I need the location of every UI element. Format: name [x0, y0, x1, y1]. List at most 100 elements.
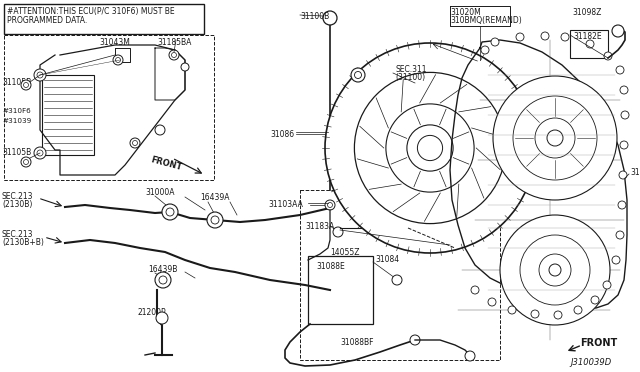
Circle shape	[618, 201, 626, 209]
Text: 31080: 31080	[375, 220, 399, 229]
Circle shape	[586, 40, 594, 48]
Bar	[300, 190, 500, 360]
Circle shape	[325, 43, 535, 253]
Text: 31183A: 31183A	[305, 222, 334, 231]
Circle shape	[21, 157, 31, 167]
Text: 31182E: 31182E	[573, 32, 602, 41]
Circle shape	[561, 33, 569, 41]
Circle shape	[481, 46, 489, 54]
Circle shape	[407, 125, 453, 171]
Circle shape	[417, 135, 443, 161]
Text: 31098Z: 31098Z	[572, 8, 602, 17]
Text: (2130B): (2130B)	[2, 200, 33, 209]
Text: 31088E: 31088E	[316, 262, 345, 271]
Circle shape	[531, 310, 539, 318]
Circle shape	[488, 298, 496, 306]
Circle shape	[37, 72, 43, 78]
Text: 31185BA: 31185BA	[158, 38, 192, 47]
Circle shape	[37, 150, 43, 156]
Circle shape	[471, 286, 479, 294]
Bar	[308, 256, 373, 324]
Text: J310039D: J310039D	[570, 358, 611, 367]
Circle shape	[207, 212, 223, 228]
Circle shape	[549, 264, 561, 276]
Circle shape	[24, 83, 29, 87]
Circle shape	[591, 296, 599, 304]
Text: (31100): (31100)	[395, 73, 425, 82]
Circle shape	[616, 231, 624, 239]
Circle shape	[500, 215, 610, 325]
Text: FRONT: FRONT	[580, 338, 617, 348]
Circle shape	[323, 11, 337, 25]
Circle shape	[539, 254, 571, 286]
Circle shape	[159, 276, 167, 284]
Bar	[4, 35, 214, 180]
Text: 31188A: 31188A	[630, 168, 640, 177]
Text: 31088BF: 31088BF	[340, 338, 374, 347]
Circle shape	[516, 33, 524, 41]
Text: SEC.213: SEC.213	[2, 230, 33, 239]
Text: 16439B: 16439B	[148, 265, 177, 274]
Circle shape	[333, 227, 343, 237]
Text: 31043M: 31043M	[100, 38, 131, 47]
Text: 31100B: 31100B	[300, 12, 329, 21]
Circle shape	[132, 141, 138, 145]
Circle shape	[34, 69, 46, 81]
Circle shape	[355, 73, 506, 224]
Circle shape	[351, 68, 365, 82]
Circle shape	[616, 66, 624, 74]
Text: 31105B: 31105B	[2, 148, 31, 157]
Circle shape	[612, 256, 620, 264]
Circle shape	[620, 141, 628, 149]
Circle shape	[604, 52, 612, 60]
Circle shape	[465, 351, 475, 361]
Circle shape	[493, 76, 617, 200]
Text: #310F6: #310F6	[2, 108, 31, 114]
Text: PROGRAMMED DATA.: PROGRAMMED DATA.	[7, 16, 87, 25]
Text: #31039: #31039	[2, 118, 31, 124]
Circle shape	[535, 118, 575, 158]
Text: 31000A: 31000A	[145, 188, 175, 197]
Circle shape	[620, 86, 628, 94]
Circle shape	[392, 275, 402, 285]
Circle shape	[541, 32, 549, 40]
Circle shape	[508, 306, 516, 314]
Circle shape	[520, 235, 590, 305]
Text: FRONT: FRONT	[150, 155, 183, 172]
Circle shape	[547, 130, 563, 146]
Text: 31020M: 31020M	[450, 8, 481, 17]
Text: 14055Z: 14055Z	[330, 248, 360, 257]
Bar	[570, 30, 608, 58]
Circle shape	[115, 58, 120, 62]
Text: 31103AA: 31103AA	[268, 200, 303, 209]
Circle shape	[328, 202, 333, 208]
Circle shape	[21, 80, 31, 90]
Circle shape	[355, 71, 362, 78]
Circle shape	[155, 272, 171, 288]
Circle shape	[619, 171, 627, 179]
Circle shape	[603, 281, 611, 289]
Circle shape	[410, 335, 420, 345]
Circle shape	[169, 50, 179, 60]
Text: 16439A: 16439A	[200, 193, 230, 202]
Bar	[4, 4, 204, 34]
Circle shape	[155, 125, 165, 135]
Text: (2130B+B): (2130B+B)	[2, 238, 44, 247]
Circle shape	[491, 38, 499, 46]
Circle shape	[621, 111, 629, 119]
Circle shape	[34, 147, 46, 159]
Text: 310BMQ(REMAND): 310BMQ(REMAND)	[450, 16, 522, 25]
Circle shape	[386, 104, 474, 192]
Circle shape	[113, 55, 123, 65]
Circle shape	[325, 200, 335, 210]
Circle shape	[172, 52, 177, 58]
Text: SEC.213: SEC.213	[2, 192, 33, 201]
Circle shape	[24, 160, 29, 164]
Circle shape	[162, 204, 178, 220]
Circle shape	[156, 312, 168, 324]
Text: 31086: 31086	[270, 130, 294, 139]
Bar	[42, 75, 94, 155]
Text: SEC.311: SEC.311	[395, 65, 426, 74]
Circle shape	[554, 311, 562, 319]
Circle shape	[181, 63, 189, 71]
